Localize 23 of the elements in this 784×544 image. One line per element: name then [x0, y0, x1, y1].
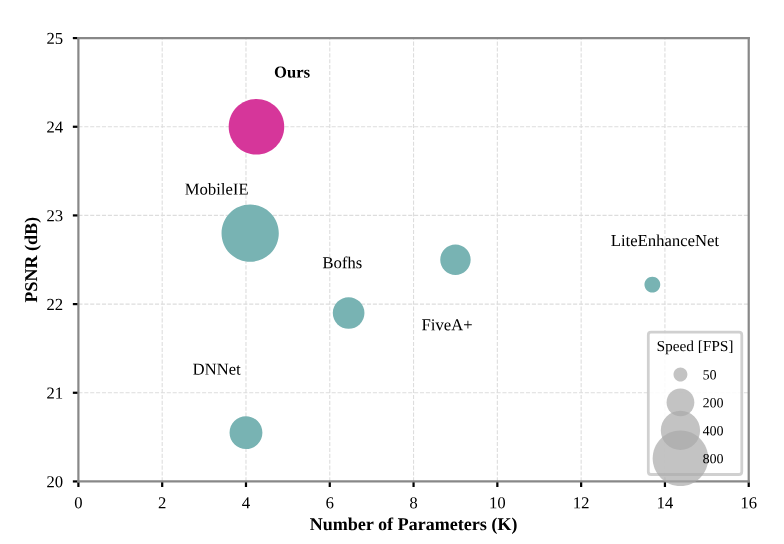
- text: LiteEnhanceNet: [611, 234, 719, 247]
- y-axis-title: PSNR (dB): [24, 217, 41, 303]
- text: DNNet: [193, 363, 241, 375]
- y-tick-label: 25: [47, 32, 63, 45]
- y-tick-label: 20: [47, 476, 63, 488]
- x-tick-label: 14: [658, 497, 673, 509]
- x-tick-label: 8: [410, 497, 418, 509]
- x-axis-title: Number of Parameters (K): [310, 517, 517, 534]
- x-tick-label: 6: [326, 497, 334, 509]
- y-tick-label: 21: [47, 387, 63, 399]
- series-label: Bofhs: [322, 256, 362, 269]
- y-tick-label: 22: [47, 298, 63, 310]
- x-tick-label: 2: [158, 497, 166, 509]
- series-label: Ours: [274, 66, 310, 78]
- x-tick-label: 12: [574, 497, 589, 509]
- x-tick-label: 0: [74, 497, 82, 509]
- y-tick-label: 23: [47, 210, 63, 222]
- x-tick-label: 10: [490, 497, 506, 509]
- x-tick-label: 16: [741, 497, 757, 509]
- series-label: MobileIE: [185, 183, 248, 195]
- x-tick-label: 4: [242, 497, 250, 509]
- text: FiveA+: [422, 319, 472, 331]
- y-tick-label: 24: [47, 121, 63, 133]
